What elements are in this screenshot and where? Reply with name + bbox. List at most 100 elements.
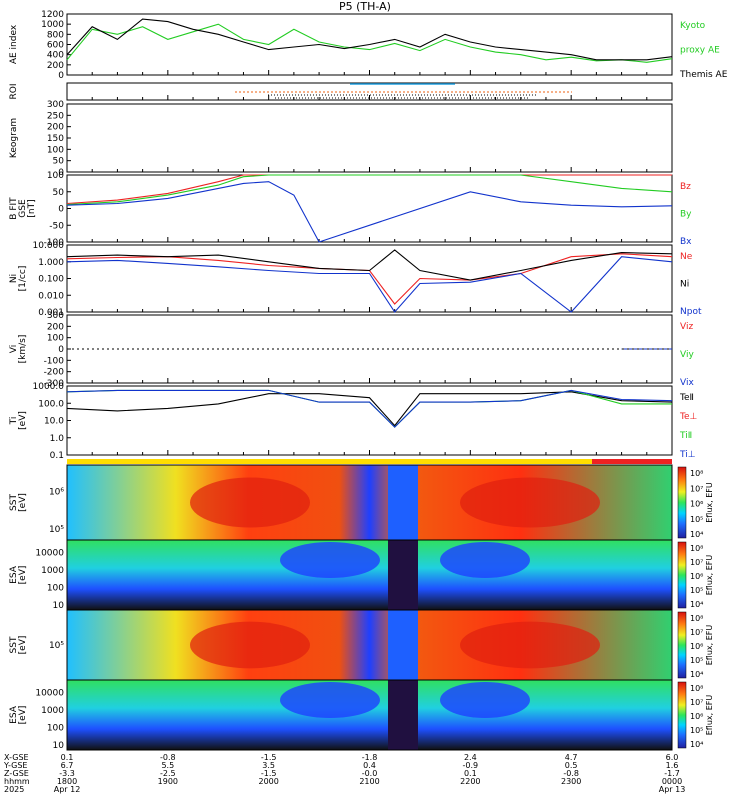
ytick-label: 1.000 [38,258,64,268]
axis-row-value: 0000 [662,777,682,786]
panel-frame [66,385,673,456]
ytick-label: 300 [47,100,64,110]
gap-band [388,610,418,680]
ylabel: SST [9,494,19,511]
axis-row-value: 6.7 [61,761,74,770]
legend-label: Ni [680,280,689,290]
ylabel: [eV] [18,706,28,725]
series-line [66,18,673,61]
colorbar-tick: 10⁴ [690,600,703,609]
legend-label: Bz [680,182,691,192]
series-line [66,23,673,63]
ytick-label: 10⁵ [49,525,64,535]
cold-region [440,682,530,718]
axis-row-value: 4.7 [565,753,578,762]
ytick-label: 0.010 [38,291,64,301]
ylabel: GSE [18,199,28,218]
spectrogram-frame [66,679,673,751]
colorbar-label: Eflux, EFU [705,695,714,736]
ytick-label: 10⁶ [49,487,64,497]
ylabel: [km/s] [18,335,28,364]
colorbar [677,681,687,749]
axis-row-value: 3.5 [262,761,275,770]
colorbar-tick: 10⁷ [690,558,703,567]
ytick-label: 50 [53,157,65,167]
ytick-label: -200 [44,368,65,378]
legend-label: Te⊥ [679,412,698,422]
ytick-label: 10000 [35,548,64,558]
panel-frame [66,244,673,313]
axis-row-value: -1.5 [261,753,277,762]
ytick-label: 100 [47,171,64,181]
axis-row-value: 2000 [258,777,278,786]
ytick-label: 10 [53,741,65,751]
ylabel: [nT] [27,199,37,217]
colorbar-tick: 10⁵ [690,515,703,524]
axis-row-value: -2.5 [160,769,176,778]
time-axis-labels: X-GSE 0.1 -0.8 -1.5 -1.8 2.4 4.7 6.0 Y-GSE 6.7 5.5… [3,753,685,794]
colorbar-tick: 10⁶ [690,500,703,509]
cold-region [280,682,380,718]
spectrogram-1: 10 100 1000 10000 ESA [eV] 10⁸ 10⁷ 10⁶ 10⁵ 10⁴Eflu… [9,539,714,611]
ytick-label: 50 [53,188,65,198]
legend-label: proxy AE [680,46,720,56]
ytick-label: 1000 [41,566,64,576]
series-line [66,249,673,281]
cold-region [280,542,380,578]
axis-row-label: X-GSE [4,753,29,762]
ytick-label: 150 [47,134,64,144]
legend-label: Viy [680,350,694,360]
axis-row-value: 1800 [57,777,77,786]
ytick-label: 10000 [35,688,64,698]
series-line [66,256,673,313]
legend-label: Vix [680,378,694,388]
colorbar-tick: 10⁷ [690,628,703,637]
ylabel: ESA [9,565,19,584]
colorbar-tick: 10⁴ [690,670,703,679]
ytick-label: 0 [58,71,64,81]
legend-label: Ne [680,252,693,262]
axis-row-value: 2300 [561,777,581,786]
ytick-label: -100 [44,356,65,366]
colorbar-label: Eflux, EFU [705,482,714,523]
hot-region [460,477,600,528]
ytick-label: 0 [58,205,64,215]
axis-row-value: 2100 [359,777,379,786]
axis-row-value: -0.8 [160,753,176,762]
mode-bar-fast [592,459,672,464]
ytick-label: 0.001 [38,308,64,318]
ylabel: [eV] [18,493,28,512]
legend-label: TiⅡ [679,431,692,441]
gap-band [388,680,418,750]
axis-row-value: 5.5 [161,761,174,770]
series-line [66,389,673,428]
colorbar-tick: 10⁷ [690,698,703,707]
axis-row-value: 6.0 [666,753,679,762]
colorbar-label: Eflux, EFU [705,555,714,596]
hot-region [190,477,310,528]
ytick-label: 200 [47,61,64,71]
ylabel: Keogram [9,118,19,158]
ylabel: ROI [9,84,19,100]
hot-region [460,621,600,669]
axis-row-value: -1.7 [664,769,680,778]
series-line [66,253,673,305]
ytick-label: 10.000 [33,241,65,251]
ytick-label: 10 [53,601,65,611]
ytick-label: 100 [47,723,64,733]
ytick-label: 0 [58,168,64,178]
panel-frame [66,103,673,173]
legend-label: By [680,210,692,220]
axis-row-value: 0.4 [363,761,376,770]
colorbar-tick: 10⁵ [690,726,703,735]
ylabel: [eV] [18,636,28,655]
axis-row-value: 0.1 [61,753,74,762]
ylabel: Ni [9,274,19,283]
legend-label: TeⅡ [679,393,694,403]
series-line [66,391,673,427]
